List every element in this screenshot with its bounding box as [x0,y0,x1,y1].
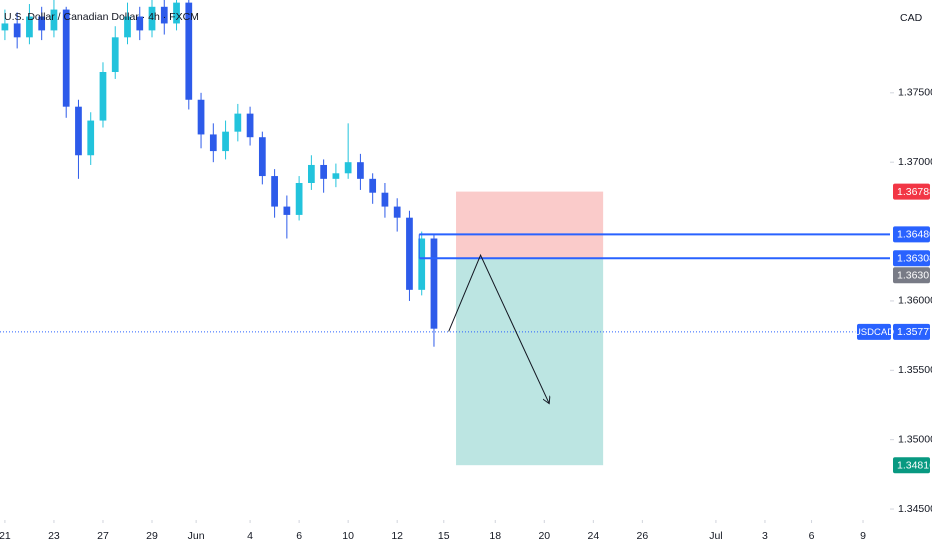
currency-label[interactable]: CAD [900,12,923,24]
price-tag-label: 1.35777 [897,326,932,338]
candle-body [344,162,352,174]
price-tag-label: 1.36788 [897,186,932,198]
candle-body [283,206,291,215]
symbol-tag-label: USDCAD [854,327,894,338]
candle-body [148,6,156,31]
candle-body [62,9,70,107]
y-tick-label: 1.37500 [898,87,932,99]
candle-body [13,23,21,38]
price-tag [893,323,930,340]
price-tag [893,250,930,267]
candle-body [271,176,278,207]
overlays [0,233,890,403]
candle-body [418,238,426,290]
position-tool [456,191,604,466]
candle-body [320,164,328,179]
x-tick-label: 3 [762,530,768,542]
candle-body [38,16,46,31]
x-tick-label: Jul [709,530,722,542]
candle-body [222,131,229,152]
candle-body [430,238,438,329]
candle-body [258,137,266,177]
x-tick-label: 6 [809,530,815,542]
candle-body [406,217,413,290]
price-tag [893,457,930,474]
candle-body [136,16,144,31]
x-tick-label: 10 [342,530,354,542]
candle-body [295,182,303,215]
axes: 1.37500 1.37000 1.36000 1.35500 1.35000 1.345… [0,87,932,542]
candle-body [185,2,193,100]
grid [4,92,894,523]
candle-body [369,178,377,193]
price-tag-label: 1.34816 [897,459,932,471]
candle-body [381,192,389,207]
price-tag [893,226,930,243]
candle-body [209,134,217,152]
x-tick-label: 26 [637,530,649,542]
x-tick-label: 12 [391,530,403,542]
x-tick-label: 4 [247,530,253,542]
price-tag-label: 1.36301 [897,269,932,281]
x-tick-label: Jun [188,530,205,542]
candle-body [124,16,131,38]
candle-body [99,72,107,121]
candle-body [1,23,9,31]
price-tag [893,183,930,200]
candle-body [308,164,315,183]
candle-body [332,173,340,179]
candle-body [246,113,254,138]
price-tag [893,267,930,284]
chart-title: U.S. Dollar / Canadian Dollar · 4h · FXC… [4,11,199,23]
x-tick-label: 9 [860,530,866,542]
arrow-path [448,253,550,403]
price-tag-label: 1.36308 [897,252,932,264]
candle-body [234,113,242,132]
y-tick-label: 1.34500 [898,503,932,515]
candle-body [75,106,82,156]
x-tick-label: 23 [48,530,60,542]
candle-body [357,162,364,179]
x-tick-label: 27 [97,530,109,542]
price-tag-label: 1.36480 [897,229,932,241]
symbol-tag [857,323,891,340]
candle-body [111,37,119,73]
candle-body [393,206,401,218]
y-tick-label: 1.35000 [898,433,932,445]
candle-body [173,2,180,24]
stop-zone [456,191,604,260]
candle-body [87,120,95,156]
candle-body [160,6,168,24]
x-tick-label: 24 [587,530,599,542]
x-tick-label: 29 [146,530,158,542]
candle-body [197,99,205,135]
y-tick-label: 1.36000 [898,295,932,307]
x-tick-label: 21 [0,530,11,542]
candle-body [50,9,58,31]
y-tick-label: 1.37000 [898,156,932,168]
x-tick-label: 15 [438,530,450,542]
y-tick-label: 1.35500 [898,364,932,376]
candle-body [26,16,33,38]
x-tick-label: 18 [489,530,501,542]
candles [1,0,438,347]
x-tick-label: 6 [296,530,302,542]
x-tick-label: 20 [538,530,550,542]
